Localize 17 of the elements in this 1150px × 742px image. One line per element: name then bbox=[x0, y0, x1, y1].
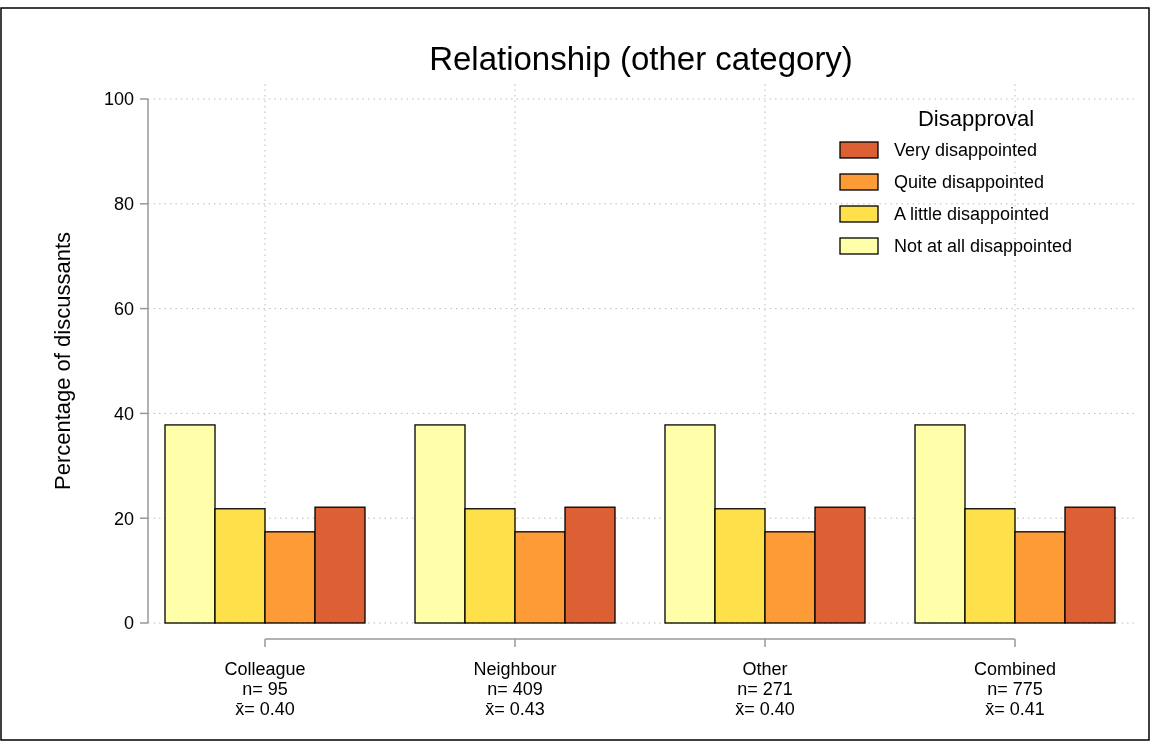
legend-title: Disapproval bbox=[917, 106, 1035, 131]
chart-title: Relationship (other category) bbox=[429, 40, 853, 77]
legend-label: Very disappointed bbox=[894, 140, 1038, 161]
legend-label: Quite disappointed bbox=[894, 172, 1045, 193]
legend-label: A little disappointed bbox=[894, 204, 1050, 225]
legend-label: Not at all disappointed bbox=[894, 236, 1073, 257]
x-tick-label: Colleague n= 95 x̄= 0.40 bbox=[224, 659, 306, 719]
y-tick-label: 60 bbox=[113, 298, 134, 319]
y-tick-label: 20 bbox=[113, 508, 134, 529]
x-tick-label: Neighbour n= 409 x̄= 0.43 bbox=[473, 659, 557, 719]
y-axis-title: Percentage of discussants bbox=[50, 231, 75, 491]
y-tick-label: 80 bbox=[113, 194, 134, 215]
x-tick-label: Combined n= 775 x̄= 0.41 bbox=[973, 659, 1057, 719]
y-tick-label: 100 bbox=[103, 89, 134, 110]
y-tick-label: 0 bbox=[123, 613, 134, 634]
x-tick-label: Other n= 271 x̄= 0.40 bbox=[735, 659, 795, 719]
y-tick-label: 40 bbox=[113, 403, 134, 424]
